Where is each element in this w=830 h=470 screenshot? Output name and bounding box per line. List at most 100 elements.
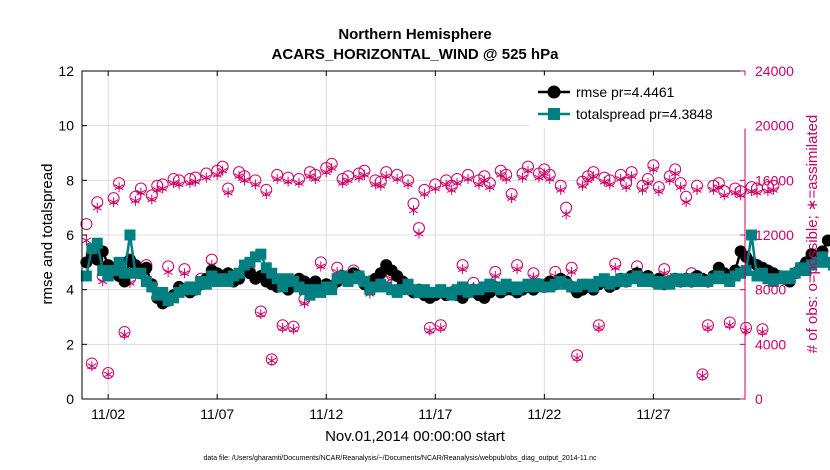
x-tick-label: 11/02 bbox=[91, 406, 125, 422]
assimilated-obs-point bbox=[643, 178, 653, 189]
asterisk-stroke bbox=[648, 166, 659, 173]
assimilated-obs-point bbox=[436, 322, 446, 333]
legend-rmse-label: rmse pr=4.4461 bbox=[576, 84, 675, 100]
asterisk-stroke bbox=[692, 186, 702, 193]
legend-rmse-marker bbox=[547, 85, 561, 99]
assimilated-obs-point bbox=[370, 179, 380, 190]
assimilated-obs-point bbox=[692, 184, 702, 195]
assimilated-obs-point bbox=[517, 172, 528, 183]
assimilated-obs-point bbox=[414, 228, 424, 239]
assimilated-obs-point bbox=[152, 184, 162, 195]
assimilated-obs-point bbox=[556, 184, 566, 195]
asterisk-stroke bbox=[114, 184, 124, 191]
asterisk-stroke bbox=[109, 199, 119, 206]
totalspread-point bbox=[124, 229, 136, 241]
data-file-footnote: data file: /Users/gharamti/Documents/NCA… bbox=[203, 455, 597, 462]
assimilated-obs-point bbox=[746, 186, 757, 197]
asterisk-stroke bbox=[567, 268, 577, 275]
assimilated-obs-point bbox=[403, 179, 413, 190]
assimilated-obs-point bbox=[447, 184, 457, 195]
asterisk-stroke bbox=[474, 181, 484, 188]
y-axis-label: rmse and totalspread bbox=[39, 164, 56, 305]
asterisk-stroke bbox=[430, 185, 440, 192]
y-right-tick-label: 20000 bbox=[755, 118, 794, 134]
assimilated-obs-point bbox=[321, 167, 331, 178]
x-tick-label: 11/07 bbox=[200, 406, 234, 422]
assimilated-obs-point bbox=[523, 165, 533, 176]
asterisk-stroke bbox=[517, 174, 528, 181]
y-right-tick-label: 8000 bbox=[755, 282, 786, 298]
assimilated-obs-point bbox=[310, 173, 320, 184]
assimilated-obs-point bbox=[327, 163, 337, 174]
asterisk-stroke bbox=[616, 176, 626, 182]
asterisk-stroke bbox=[267, 357, 277, 364]
legend-box bbox=[529, 75, 751, 129]
assimilated-obs-point bbox=[496, 169, 506, 180]
asterisk-stroke bbox=[201, 174, 211, 181]
assimilated-obs-point bbox=[583, 175, 593, 186]
assimilated-obs-point bbox=[605, 179, 615, 190]
assimilated-obs-point bbox=[234, 171, 244, 182]
asterisk-stroke bbox=[408, 207, 419, 214]
assimilated-obs-point bbox=[725, 320, 735, 331]
asterisk-stroke bbox=[168, 180, 179, 187]
totalspread-point bbox=[157, 286, 169, 298]
assimilated-obs-point bbox=[212, 169, 222, 180]
assimilated-obs-point bbox=[463, 173, 473, 184]
asterisk-stroke bbox=[572, 355, 582, 361]
assimilated-obs-point bbox=[168, 178, 179, 189]
y-right-tick-label: 0 bbox=[755, 391, 763, 407]
assimilated-obs-point bbox=[114, 182, 124, 193]
asterisk-stroke bbox=[447, 186, 457, 193]
asterisk-stroke bbox=[583, 177, 593, 184]
asterisk-stroke bbox=[403, 181, 413, 188]
asterisk-stroke bbox=[768, 186, 778, 193]
totalspread-point bbox=[255, 248, 267, 260]
asterisk-stroke bbox=[158, 185, 168, 192]
assimilated-obs-point bbox=[681, 197, 691, 208]
assimilated-obs-point bbox=[179, 268, 190, 279]
asterisk-stroke bbox=[316, 263, 326, 270]
assimilated-obs-point bbox=[474, 179, 484, 190]
y-right-tick-label: 4000 bbox=[755, 336, 786, 352]
asterisk-stroke bbox=[327, 165, 337, 171]
asterisk-stroke bbox=[539, 170, 549, 177]
asterisk-stroke bbox=[490, 273, 500, 279]
assimilated-obs-point bbox=[158, 183, 168, 194]
assimilated-obs-point bbox=[621, 182, 631, 193]
assimilated-obs-point bbox=[130, 195, 141, 206]
assimilated-obs-point bbox=[267, 355, 277, 366]
x-tick-label: 11/22 bbox=[527, 406, 561, 422]
y-right-axis-label: # of obs: o=possible; ∗=assimilated bbox=[804, 115, 821, 354]
asterisk-stroke bbox=[441, 181, 451, 188]
assimilated-obs-point bbox=[763, 186, 773, 197]
asterisk-stroke bbox=[250, 181, 260, 188]
assimilated-obs-point bbox=[485, 182, 495, 193]
assimilated-obs-point bbox=[239, 175, 250, 186]
assimilated-obs-point bbox=[109, 197, 119, 208]
assimilated-obs-point bbox=[256, 309, 266, 320]
rmse-point bbox=[821, 234, 830, 247]
asterisk-stroke bbox=[496, 171, 506, 178]
asterisk-stroke bbox=[190, 178, 201, 185]
totalspread-point bbox=[108, 265, 120, 277]
asterisk-stroke bbox=[725, 322, 735, 329]
asterisk-stroke bbox=[626, 173, 637, 180]
asterisk-stroke bbox=[174, 181, 184, 188]
assimilated-obs-point bbox=[545, 173, 555, 184]
assimilated-obs-point bbox=[594, 322, 604, 333]
assimilated-obs-point bbox=[567, 266, 577, 277]
assimilated-obs-point bbox=[479, 175, 489, 186]
asterisk-stroke bbox=[594, 324, 604, 331]
asterisk-stroke bbox=[605, 181, 615, 188]
y-right-tick-label: 16000 bbox=[755, 172, 794, 188]
y-tick-label: 4 bbox=[66, 282, 74, 298]
assimilated-obs-point bbox=[201, 172, 211, 183]
asterisk-stroke bbox=[414, 230, 424, 237]
asterisk-stroke bbox=[556, 186, 566, 193]
asterisk-stroke bbox=[370, 181, 380, 188]
assimilated-obs-point bbox=[119, 329, 130, 340]
asterisk-stroke bbox=[256, 311, 266, 318]
y-right-tick-label: 12000 bbox=[755, 227, 794, 243]
assimilated-obs-point bbox=[676, 182, 686, 193]
